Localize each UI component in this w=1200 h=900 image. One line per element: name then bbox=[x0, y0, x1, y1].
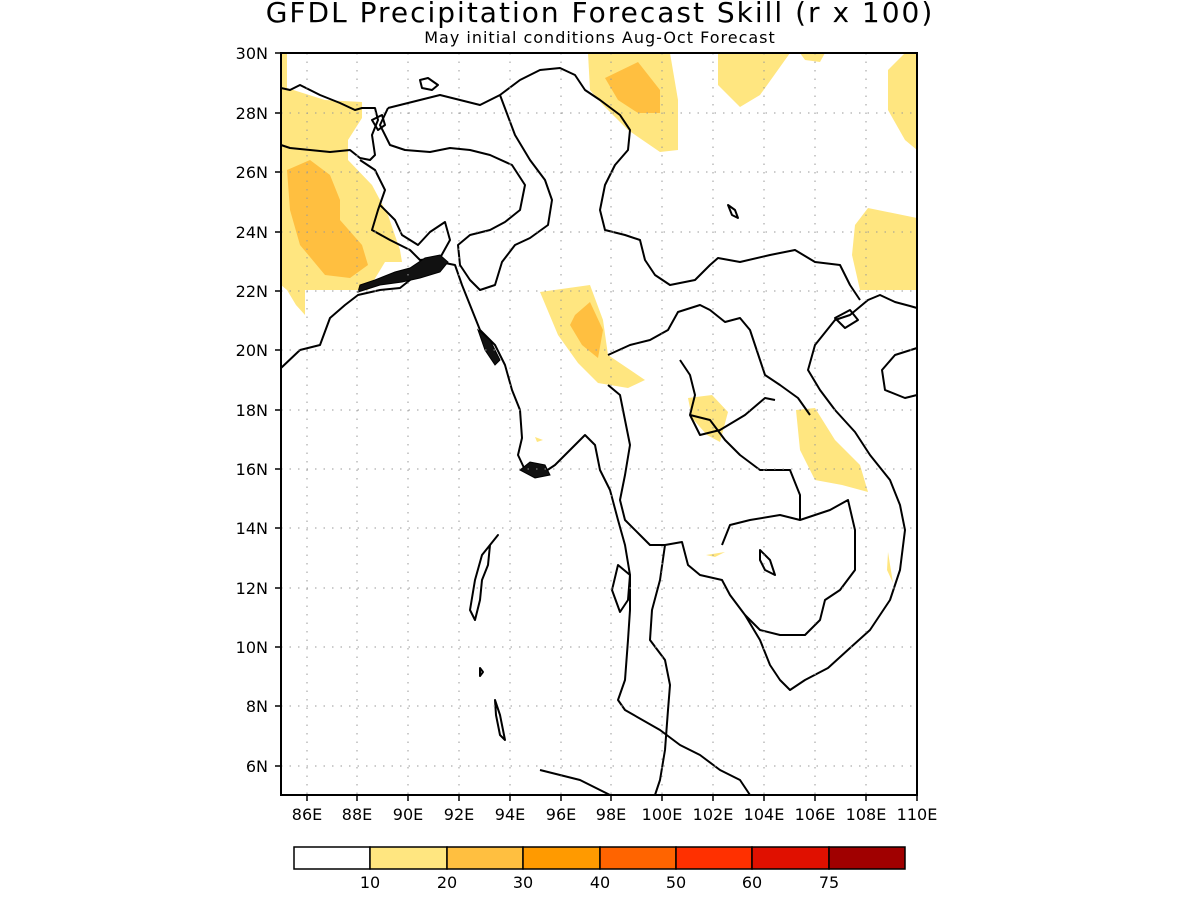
colorbar-label: 30 bbox=[513, 873, 533, 892]
lat-tick-label: 8N bbox=[246, 697, 268, 716]
lon-tick-label: 88E bbox=[342, 805, 372, 824]
colorbar-swatch bbox=[675, 846, 753, 870]
lon-tick-label: 102E bbox=[693, 805, 734, 824]
colorbar-swatch bbox=[599, 846, 677, 870]
colorbar-swatch bbox=[751, 846, 830, 870]
lon-tick-label: 94E bbox=[495, 805, 525, 824]
lat-tick-label: 18N bbox=[236, 401, 268, 420]
longitude-labels: 86E 88E 90E 92E 94E 96E 98E 100E 102E 10… bbox=[292, 805, 938, 824]
lon-tick-label: 90E bbox=[393, 805, 423, 824]
colorbar-swatch bbox=[446, 846, 524, 870]
lon-tick-label: 110E bbox=[897, 805, 938, 824]
lon-tick-label: 106E bbox=[795, 805, 836, 824]
colorbar-label: 10 bbox=[360, 873, 380, 892]
lat-tick-label: 6N bbox=[246, 757, 268, 776]
colorbar: 10 20 30 40 50 60 75 bbox=[293, 846, 906, 892]
lon-tick-label: 92E bbox=[444, 805, 474, 824]
lon-tick-label: 104E bbox=[744, 805, 785, 824]
lon-tick-label: 98E bbox=[596, 805, 626, 824]
lat-tick-label: 28N bbox=[236, 104, 268, 123]
lat-tick-label: 30N bbox=[236, 44, 268, 63]
colorbar-label: 40 bbox=[590, 873, 610, 892]
map-title: GFDL Precipitation Forecast Skill (r x 1… bbox=[265, 0, 935, 29]
latitude-labels: 30N 28N 26N 24N 22N 20N 18N 16N 14N 12N … bbox=[236, 44, 268, 776]
colorbar-label: 60 bbox=[742, 873, 762, 892]
lat-tick-label: 26N bbox=[236, 163, 268, 182]
map-area bbox=[280, 52, 918, 796]
lon-tick-label: 86E bbox=[292, 805, 322, 824]
map-subtitle: May initial conditions Aug-Oct Forecast bbox=[424, 28, 776, 47]
lat-tick-label: 24N bbox=[236, 223, 268, 242]
colorbar-swatch bbox=[369, 846, 448, 870]
colorbar-label: 20 bbox=[437, 873, 457, 892]
lon-tick-label: 100E bbox=[642, 805, 683, 824]
colorbar-label: 50 bbox=[666, 873, 686, 892]
lat-tick-label: 20N bbox=[236, 341, 268, 360]
lat-tick-label: 14N bbox=[236, 519, 268, 538]
lat-tick-label: 22N bbox=[236, 282, 268, 301]
tick-marks bbox=[275, 52, 918, 801]
colorbar-swatch bbox=[828, 846, 906, 870]
colorbar-label: 75 bbox=[819, 873, 839, 892]
colorbar-swatch bbox=[293, 846, 371, 870]
lat-tick-label: 12N bbox=[236, 579, 268, 598]
lat-tick-label: 10N bbox=[236, 638, 268, 657]
lon-tick-label: 108E bbox=[846, 805, 887, 824]
map-frame bbox=[280, 52, 918, 796]
lat-tick-label: 16N bbox=[236, 460, 268, 479]
lon-tick-label: 96E bbox=[546, 805, 576, 824]
colorbar-swatch bbox=[522, 846, 601, 870]
delta-coastline-detail bbox=[357, 254, 551, 479]
